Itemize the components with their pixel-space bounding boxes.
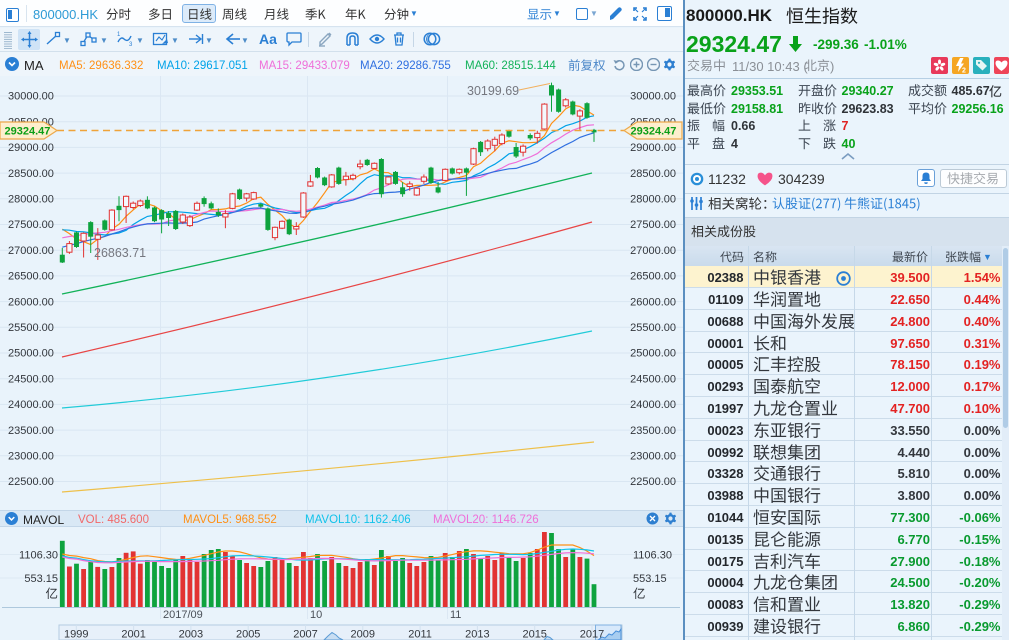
svg-text:23000.00: 23000.00 (630, 451, 676, 463)
svg-text:1: 1 (117, 32, 121, 38)
svg-text:28000.00: 28000.00 (630, 194, 676, 206)
svg-text:26000.00: 26000.00 (630, 296, 676, 308)
svg-text:25500.00: 25500.00 (630, 322, 676, 334)
svg-text:1106.30: 1106.30 (633, 550, 672, 562)
svg-text:2003: 2003 (179, 629, 203, 640)
svg-text:2017: 2017 (580, 629, 604, 640)
svg-text:23000.00: 23000.00 (8, 451, 54, 463)
svg-text:553.15: 553.15 (633, 573, 667, 585)
svg-text:28500.00: 28500.00 (630, 168, 676, 180)
svg-text:2005: 2005 (236, 629, 260, 640)
svg-text:26863.71: 26863.71 (94, 246, 146, 260)
svg-text:30000.00: 30000.00 (8, 91, 54, 103)
svg-text:25500.00: 25500.00 (8, 322, 54, 334)
svg-text:24000.00: 24000.00 (8, 399, 54, 411)
svg-text:29324.47: 29324.47 (5, 126, 51, 138)
svg-text:2001: 2001 (121, 629, 145, 640)
svg-text:1999: 1999 (64, 629, 88, 640)
svg-text:2011: 2011 (408, 629, 432, 640)
svg-text:24000.00: 24000.00 (630, 399, 676, 411)
svg-text:2007: 2007 (293, 629, 317, 640)
svg-text:23500.00: 23500.00 (630, 425, 676, 437)
svg-text:24500.00: 24500.00 (8, 373, 54, 385)
svg-text:10: 10 (310, 609, 322, 621)
svg-text:27500.00: 27500.00 (8, 219, 54, 231)
svg-text:553.15: 553.15 (24, 573, 58, 585)
svg-text:3: 3 (129, 42, 133, 48)
svg-text:22500.00: 22500.00 (8, 476, 54, 488)
svg-text:2015: 2015 (522, 629, 546, 640)
svg-text:29000.00: 29000.00 (8, 142, 54, 154)
svg-text:24500.00: 24500.00 (630, 373, 676, 385)
svg-text:22500.00: 22500.00 (630, 476, 676, 488)
svg-text:30199.69: 30199.69 (467, 84, 519, 98)
svg-text:27000.00: 27000.00 (8, 245, 54, 257)
svg-text:25000.00: 25000.00 (630, 348, 676, 360)
svg-text:28000.00: 28000.00 (8, 194, 54, 206)
svg-text:29324.47: 29324.47 (631, 126, 677, 138)
svg-text:2013: 2013 (465, 629, 489, 640)
svg-text:11: 11 (450, 609, 461, 621)
svg-text:28500.00: 28500.00 (8, 168, 54, 180)
svg-text:1106.30: 1106.30 (19, 550, 58, 562)
svg-text:30000.00: 30000.00 (630, 91, 676, 103)
svg-text:26000.00: 26000.00 (8, 296, 54, 308)
svg-text:2009: 2009 (351, 629, 375, 640)
svg-text:26500.00: 26500.00 (8, 271, 54, 283)
svg-text:25000.00: 25000.00 (8, 348, 54, 360)
svg-text:2017/09: 2017/09 (163, 609, 203, 621)
svg-text:29000.00: 29000.00 (630, 142, 676, 154)
svg-text:23500.00: 23500.00 (8, 425, 54, 437)
svg-text:26500.00: 26500.00 (630, 271, 676, 283)
svg-text:27000.00: 27000.00 (630, 245, 676, 257)
svg-text:2: 2 (962, 68, 966, 75)
svg-text:27500.00: 27500.00 (630, 219, 676, 231)
